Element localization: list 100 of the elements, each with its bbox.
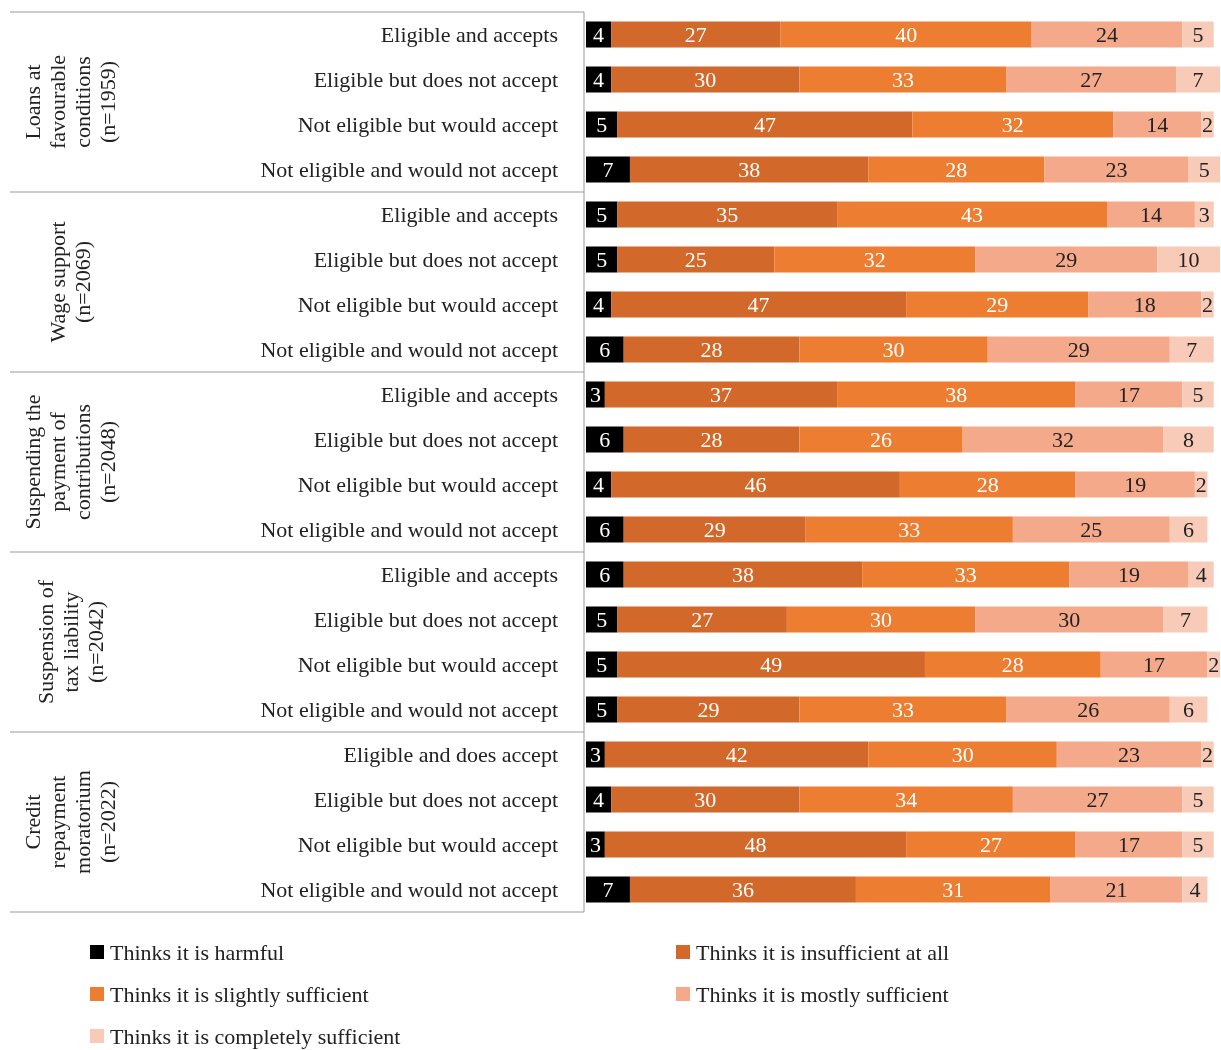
bar — [586, 651, 618, 678]
data-label: 32 — [1001, 112, 1024, 138]
bar — [617, 201, 838, 228]
y-tick-label: Eligible but does not accept — [313, 247, 558, 273]
bar — [586, 606, 618, 633]
y-tick-label: Not eligible and would not accept — [260, 697, 558, 723]
data-label: 5 — [596, 247, 608, 273]
bar — [1163, 426, 1214, 453]
data-label: 42 — [725, 742, 748, 768]
bar — [586, 876, 630, 903]
data-label: 25 — [684, 247, 707, 273]
data-label: 27 — [1080, 67, 1103, 93]
text: Loans at favourable conditions (n=1959) — [20, 54, 121, 150]
bar — [617, 246, 775, 273]
bar — [1182, 831, 1214, 858]
data-label: 4 — [593, 472, 605, 498]
data-label: 5 — [1192, 382, 1204, 408]
data-label: 26 — [870, 427, 893, 453]
bar — [1182, 381, 1214, 408]
bar — [586, 111, 618, 138]
data-label: 33 — [892, 697, 914, 723]
data-label: 30 — [951, 742, 974, 768]
data-label: 8 — [1183, 427, 1195, 453]
bar — [611, 291, 907, 318]
bar — [1176, 66, 1220, 93]
data-label: 43 — [961, 202, 984, 228]
bar — [586, 201, 618, 228]
bar — [975, 606, 1164, 633]
data-label: 5 — [596, 202, 608, 228]
data-label: 4 — [593, 787, 605, 813]
data-label: 6 — [599, 427, 611, 453]
data-label: 5 — [596, 607, 608, 633]
data-label: 7 — [602, 157, 614, 183]
data-label: 35 — [716, 202, 739, 228]
data-label: 4 — [1195, 562, 1207, 588]
bar — [799, 66, 1007, 93]
data-label: 5 — [1192, 832, 1204, 858]
data-label: 28 — [976, 472, 999, 498]
y-tick-label: Eligible but does not accept — [313, 67, 558, 93]
bar — [1169, 336, 1214, 363]
y-tick-label: Not eligible but would accept — [297, 652, 558, 678]
bar — [629, 156, 869, 183]
text: Suspension of tax liability (n=2042) — [32, 579, 108, 705]
bar — [586, 561, 624, 588]
bar — [617, 111, 913, 138]
data-label: 19 — [1124, 472, 1147, 498]
data-label: 28 — [700, 337, 723, 363]
bar — [1006, 66, 1177, 93]
data-label: 6 — [599, 517, 611, 543]
data-label: 14 — [1139, 202, 1162, 228]
bar — [604, 381, 838, 408]
y-tick-label: Eligible and does accept — [343, 742, 558, 768]
data-label: 30 — [870, 607, 893, 633]
bar — [837, 381, 1076, 408]
bar — [623, 561, 863, 588]
data-label: 25 — [1080, 517, 1103, 543]
data-label: 2 — [1201, 292, 1213, 318]
bar — [906, 831, 1076, 858]
data-label: 7 — [1186, 337, 1198, 363]
bar — [1188, 156, 1220, 183]
data-label: 7 — [1179, 607, 1191, 633]
bar — [1088, 291, 1202, 318]
data-label: 38 — [738, 157, 761, 183]
data-label: 4 — [593, 292, 605, 318]
data-label: 48 — [744, 832, 767, 858]
data-label: 38 — [945, 382, 968, 408]
bar — [799, 786, 1013, 813]
data-label: 17 — [1117, 832, 1140, 858]
data-label: 3 — [589, 742, 601, 768]
data-label: 2 — [1208, 652, 1220, 678]
data-label: 24 — [1096, 22, 1119, 48]
bar — [1075, 831, 1183, 858]
y-tick-label: Eligible and accepts — [380, 22, 558, 48]
bar — [1163, 606, 1208, 633]
bar — [623, 426, 800, 453]
data-label: 4 — [1189, 877, 1201, 903]
data-label: 47 — [753, 112, 776, 138]
data-label: 7 — [1192, 67, 1204, 93]
bar — [906, 291, 1089, 318]
data-label: 37 — [709, 382, 732, 408]
bar — [1069, 561, 1189, 588]
data-label: 47 — [747, 292, 770, 318]
y-tick-label: Not eligible but would accept — [297, 112, 558, 138]
data-label: 5 — [596, 112, 608, 138]
bar — [1056, 741, 1202, 768]
bar — [868, 156, 1045, 183]
bar — [962, 426, 1164, 453]
bar — [586, 426, 624, 453]
bar — [1012, 516, 1170, 543]
bar — [611, 21, 781, 48]
y-tick-label: Not eligible and would not accept — [260, 517, 558, 543]
bar — [604, 741, 869, 768]
data-label: 4 — [593, 22, 605, 48]
data-label: 29 — [1055, 247, 1078, 273]
bar — [786, 606, 976, 633]
bar — [1100, 651, 1208, 678]
data-label: 29 — [1067, 337, 1090, 363]
data-label: 30 — [1058, 607, 1081, 633]
data-label: 23 — [1105, 157, 1128, 183]
y-tick-label: Eligible but does not accept — [313, 427, 558, 453]
